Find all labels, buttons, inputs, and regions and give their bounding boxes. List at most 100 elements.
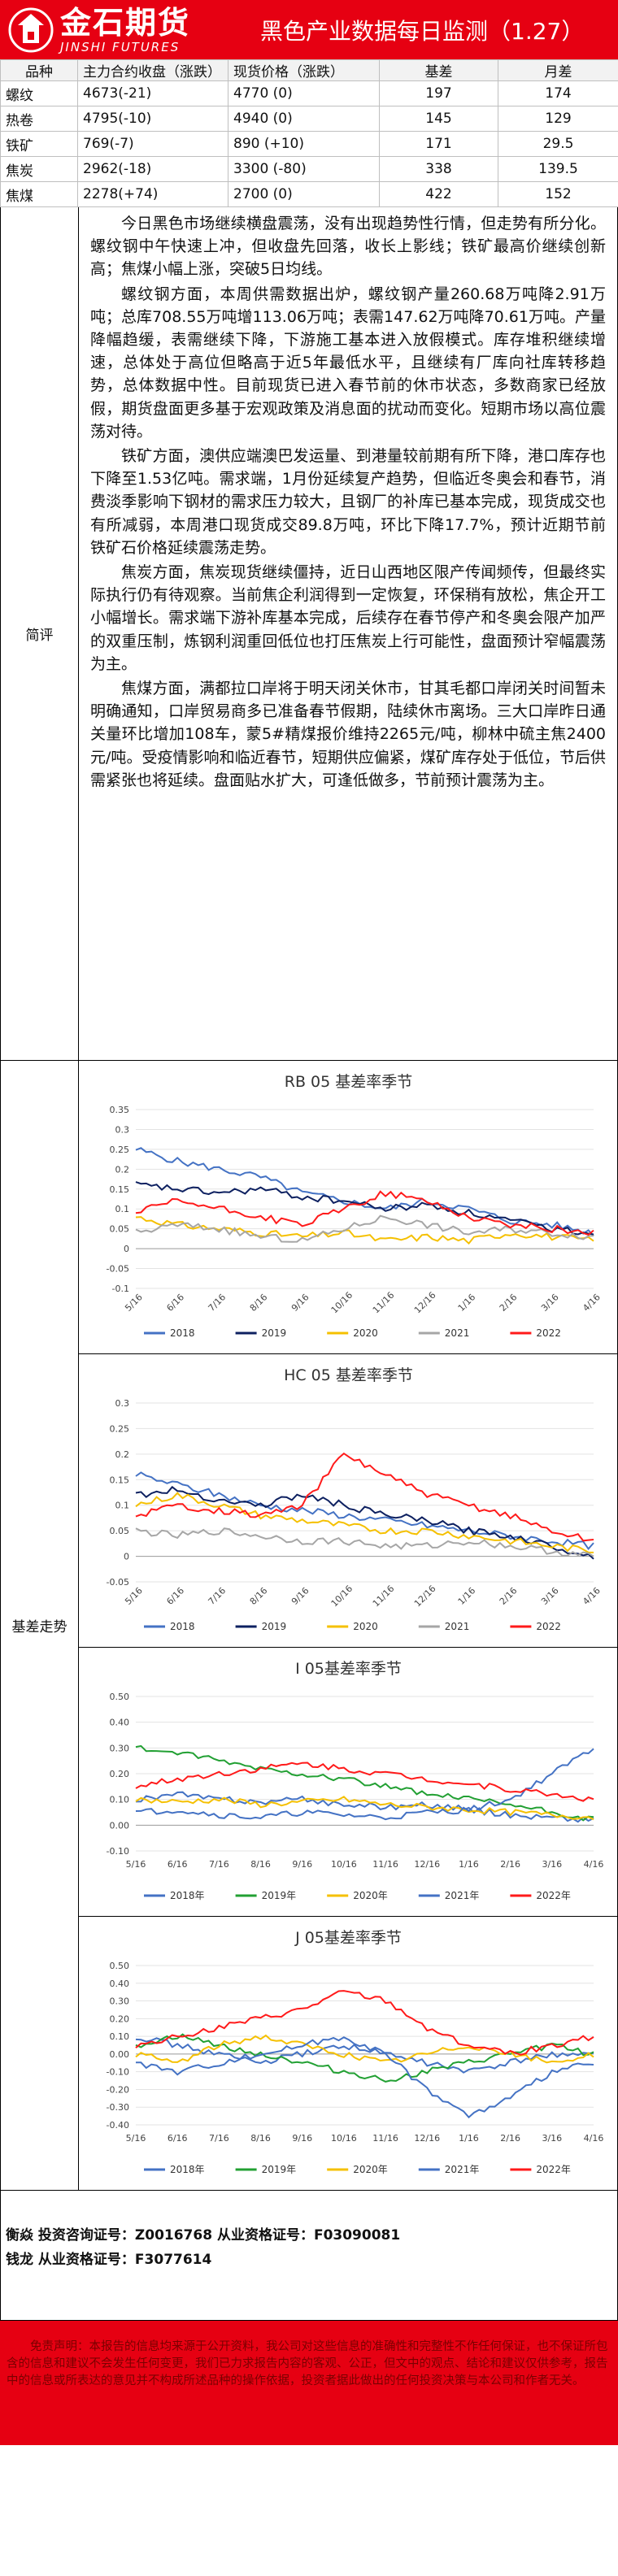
variety-name: 焦炭 (0, 156, 78, 182)
y-tick-label: 0.05 (110, 1526, 130, 1536)
x-tick-label: 12/16 (414, 2133, 440, 2144)
basis-label: 基差走势 (1, 1061, 79, 2190)
spread-value: 139.5 (498, 156, 618, 182)
spread-value: 152 (498, 181, 618, 207)
x-tick-label: 7/16 (209, 2133, 229, 2144)
y-tick-label: -0.10 (107, 2067, 129, 2078)
x-tick-label: 5/16 (126, 1859, 146, 1870)
col-header-spread: 月差 (498, 59, 618, 81)
comment-paragraph: 螺纹钢方面，本周供需数据出炉，螺纹钢产量260.68万吨降2.91万吨；总库70… (90, 285, 606, 441)
y-tick-label: -0.05 (107, 1264, 129, 1275)
legend-label: 2019 (262, 1327, 287, 1339)
basis-value: 422 (379, 181, 498, 207)
brand-logo: 金石期货 JINSHI FUTURES (0, 0, 236, 59)
x-tick-label: 11/16 (372, 1859, 398, 1870)
variety-name: 焦煤 (0, 181, 78, 207)
legend-label: 2018 (170, 1327, 195, 1339)
y-tick-label: 0.1 (115, 1501, 130, 1511)
legend-label: 2020 (353, 1621, 378, 1632)
x-tick-label: 6/16 (168, 2133, 188, 2144)
x-tick-label: 1/16 (456, 1585, 478, 1607)
spot-price: 890 (+10) (228, 131, 380, 157)
x-tick-label: 9/16 (292, 2133, 312, 2144)
futures-close: 2962(-18) (77, 156, 228, 182)
chart-title: HC 05 基差率季节 (284, 1366, 413, 1384)
x-tick-label: 9/16 (289, 1292, 311, 1314)
rb-basis-chart-svg: RB 05 基差率季节 0.35 0.3 0.25 0.2 0.15 0.1 0.05 0 -0.… (107, 1073, 603, 1339)
y-tick-label: 0.40 (110, 1979, 130, 1989)
y-tick-label: -0.05 (107, 1577, 129, 1588)
legend-label: 2021 (445, 1621, 470, 1632)
hc-basis-chart: HC 05 基差率季节 0.3 0.25 0.2 0.15 0.1 0.05 0 -0.05 5/… (79, 1354, 618, 1648)
x-tick-label: 8/16 (248, 1585, 270, 1607)
series-line (135, 1791, 594, 1823)
series-line (135, 1181, 594, 1236)
x-tick-label: 1/16 (459, 1859, 479, 1870)
legend-label: 2022 (536, 1621, 561, 1632)
x-tick-label: 3/16 (539, 1585, 561, 1607)
x-tick-label: 10/16 (331, 2133, 357, 2144)
x-tick-label: 1/16 (459, 2133, 479, 2144)
x-tick-label: 10/16 (331, 1859, 357, 1870)
table-row: 铁矿 769(-7) 890 (+10) 171 29.5 (0, 131, 618, 157)
x-tick-label: 11/16 (371, 1583, 397, 1609)
x-tick-label: 3/16 (542, 2133, 562, 2144)
y-tick-label: 0.20 (110, 2013, 130, 2024)
legend-label: 2019 (262, 1621, 287, 1632)
y-tick-label: -0.40 (107, 2120, 129, 2131)
variety-name: 热卷 (0, 106, 78, 132)
y-tick-label: 0.25 (110, 1145, 130, 1155)
y-tick-label: 0 (124, 1244, 129, 1254)
legend-label: 2022 (536, 1327, 561, 1339)
spread-value: 29.5 (498, 131, 618, 157)
legend-label: 2020年 (353, 2164, 388, 2175)
x-tick-label: 3/16 (542, 1859, 562, 1870)
disclaimer: 免责声明：本报告的信息均来源于公开资料，我公司对这些信息的准确性和完整性不作任何… (0, 2321, 618, 2445)
col-header-spot: 现货价格（涨跌） (228, 59, 380, 81)
y-tick-label: 0.3 (115, 1124, 130, 1135)
futures-close: 4795(-10) (77, 106, 228, 132)
x-tick-label: 10/16 (329, 1583, 355, 1609)
series-line (135, 2037, 594, 2074)
chart-title: I 05基差率季节 (295, 1660, 402, 1678)
futures-close: 769(-7) (77, 131, 228, 157)
series-line (135, 1796, 594, 1821)
legend-label: 2021 (445, 1327, 470, 1339)
series-line (135, 1492, 594, 1553)
basis-value: 145 (379, 106, 498, 132)
y-tick-label: 0.00 (110, 2049, 130, 2060)
x-tick-label: 8/16 (250, 2133, 271, 2144)
legend-label: 2020 (353, 1327, 378, 1339)
table-row: 焦炭 2962(-18) 3300 (-80) 338 139.5 (0, 156, 618, 182)
x-tick-label: 6/16 (164, 1585, 186, 1607)
x-tick-label: 1/16 (456, 1292, 478, 1314)
y-tick-label: 0.05 (110, 1224, 130, 1235)
x-tick-label: 7/16 (209, 1859, 229, 1870)
x-tick-label: 10/16 (329, 1290, 355, 1316)
basis-charts: RB 05 基差率季节 0.35 0.3 0.25 0.2 0.15 0.1 0.05 0 -0.… (79, 1061, 618, 2190)
j-basis-chart: J 05基差率季节 0.50 0.40 0.30 0.20 0.10 0.00 -0.10 -0… (79, 1917, 618, 2190)
y-tick-label: 0.15 (110, 1184, 130, 1195)
y-tick-label: 0.30 (110, 1743, 130, 1753)
spot-price: 3300 (-80) (228, 156, 380, 182)
x-tick-label: 5/16 (123, 1292, 145, 1314)
table-row: 焦煤 2278(+74) 2700 (0) 422 152 (0, 181, 618, 207)
series-line (135, 1761, 594, 1802)
credential-line: 衡焱 投资咨询证号：Z0016768 从业资格证号：F03090081 (6, 2227, 401, 2244)
x-tick-label: 6/16 (168, 1859, 188, 1870)
legend-label: 2018年 (170, 2164, 205, 2175)
series-line (135, 2033, 594, 2083)
j-basis-chart-svg: J 05基差率季节 0.50 0.40 0.30 0.20 0.10 0.00 -0.10 -0… (107, 1929, 604, 2175)
legend-label: 2021年 (445, 1890, 480, 1901)
x-tick-label: 7/16 (207, 1292, 228, 1314)
price-table: 品种 主力合约收盘（涨跌） 现货价格（涨跌） 基差 月差 螺纹 4673(-21… (0, 59, 618, 207)
x-tick-label: 2/16 (498, 1585, 520, 1607)
comment-body: 今日黑色市场继续横盘震荡，没有出现趋势性行情，但走势有所分化。螺纹钢中午快速上冲… (79, 207, 617, 1060)
series-line (135, 2034, 594, 2064)
rb-basis-chart: RB 05 基差率季节 0.35 0.3 0.25 0.2 0.15 0.1 0.05 0 -0.… (79, 1061, 618, 1354)
x-tick-label: 12/16 (412, 1583, 438, 1609)
comment-label: 简评 (1, 207, 79, 1060)
comment-section: 简评 今日黑色市场继续横盘震荡，没有出现趋势性行情，但走势有所分化。螺纹钢中午快… (0, 207, 618, 1061)
variety-name: 螺纹 (0, 80, 78, 106)
series-line (135, 1990, 594, 2056)
